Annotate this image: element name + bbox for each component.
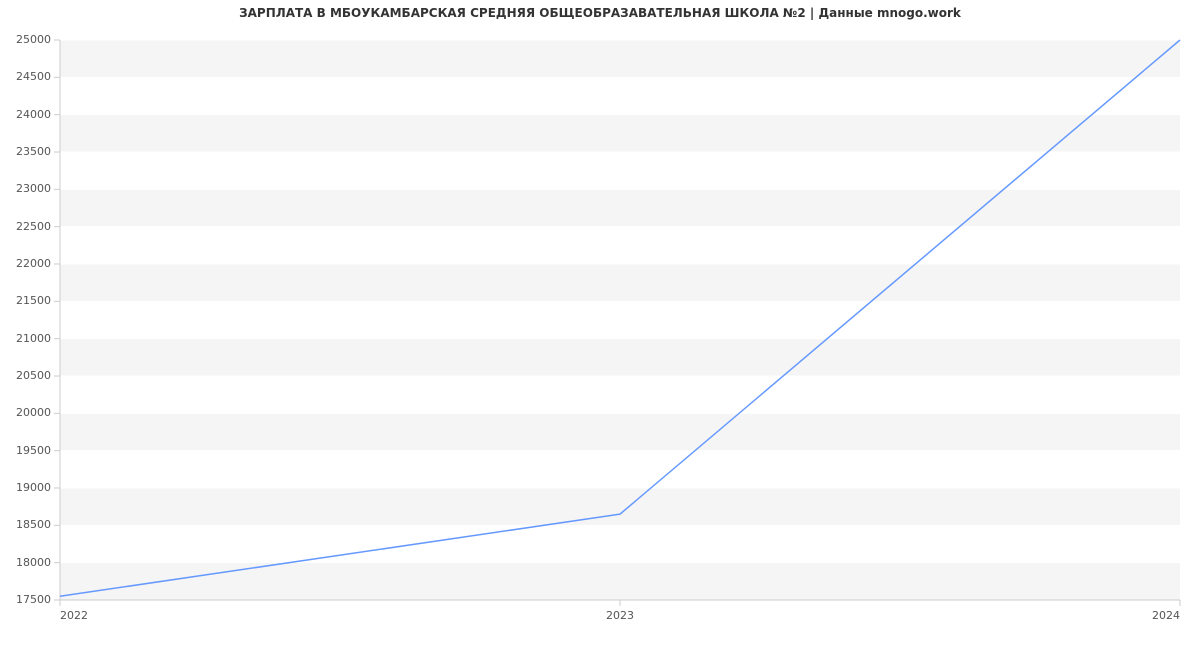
- y-axis-label: 22500: [16, 220, 51, 233]
- y-axis-label: 19000: [16, 481, 51, 494]
- grid-band: [60, 77, 1180, 114]
- x-axis-label: 2024: [1152, 609, 1180, 622]
- y-axis-label: 21500: [16, 294, 51, 307]
- y-axis-label: 22000: [16, 257, 51, 270]
- grid-band: [60, 488, 1180, 525]
- grid-band: [60, 413, 1180, 450]
- y-axis-label: 21000: [16, 332, 51, 345]
- y-axis-label: 24500: [16, 70, 51, 83]
- grid-band: [60, 115, 1180, 152]
- chart-svg: [60, 40, 1180, 600]
- grid-band: [60, 525, 1180, 562]
- grid-band: [60, 227, 1180, 264]
- chart-title: ЗАРПЛАТА В МБОУКАМБАРСКАЯ СРЕДНЯЯ ОБЩЕОБ…: [0, 6, 1200, 20]
- grid-band: [60, 339, 1180, 376]
- grid-band: [60, 451, 1180, 488]
- x-axis-label: 2022: [60, 609, 88, 622]
- y-axis-label: 18000: [16, 556, 51, 569]
- y-axis-label: 20000: [16, 406, 51, 419]
- grid-band: [60, 264, 1180, 301]
- grid-band: [60, 152, 1180, 189]
- y-axis-label: 17500: [16, 593, 51, 606]
- salary-line-chart: ЗАРПЛАТА В МБОУКАМБАРСКАЯ СРЕДНЯЯ ОБЩЕОБ…: [0, 0, 1200, 650]
- y-axis-label: 24000: [16, 108, 51, 121]
- y-axis-label: 20500: [16, 369, 51, 382]
- grid-band: [60, 301, 1180, 338]
- y-axis-label: 25000: [16, 33, 51, 46]
- y-axis-label: 23000: [16, 182, 51, 195]
- y-axis-label: 23500: [16, 145, 51, 158]
- grid-band: [60, 189, 1180, 226]
- y-axis-label: 19500: [16, 444, 51, 457]
- x-axis-label: 2023: [606, 609, 634, 622]
- y-axis-label: 18500: [16, 518, 51, 531]
- grid-band: [60, 563, 1180, 600]
- grid-band: [60, 40, 1180, 77]
- grid-band: [60, 376, 1180, 413]
- plot-area: [60, 40, 1180, 600]
